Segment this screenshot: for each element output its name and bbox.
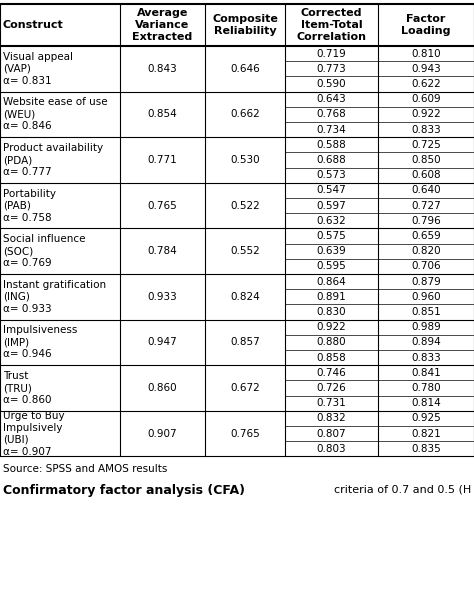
Text: Product availability
(PDA)
α= 0.777: Product availability (PDA) α= 0.777 xyxy=(3,143,103,177)
Text: 0.771: 0.771 xyxy=(147,155,177,165)
Text: 0.662: 0.662 xyxy=(230,109,260,119)
Text: 0.734: 0.734 xyxy=(317,125,346,135)
Text: 0.833: 0.833 xyxy=(411,353,441,363)
Text: Portability
(PAB)
α= 0.758: Portability (PAB) α= 0.758 xyxy=(3,189,56,223)
Text: Composite
Reliability: Composite Reliability xyxy=(212,14,278,36)
Text: 0.573: 0.573 xyxy=(317,170,346,180)
Text: criteria of 0.7 and 0.5 (H: criteria of 0.7 and 0.5 (H xyxy=(334,485,471,495)
Text: 0.894: 0.894 xyxy=(411,337,441,348)
Text: 0.595: 0.595 xyxy=(317,261,346,271)
Text: Corrected
Item-Total
Correlation: Corrected Item-Total Correlation xyxy=(297,8,366,43)
Text: Average
Variance
Extracted: Average Variance Extracted xyxy=(132,8,192,43)
Text: 0.639: 0.639 xyxy=(317,246,346,256)
Text: 0.773: 0.773 xyxy=(317,64,346,74)
Text: 0.530: 0.530 xyxy=(230,155,260,165)
Text: 0.850: 0.850 xyxy=(411,155,441,165)
Text: 0.726: 0.726 xyxy=(317,383,346,393)
Text: 0.552: 0.552 xyxy=(230,246,260,256)
Text: 0.609: 0.609 xyxy=(411,94,441,104)
Text: Confirmatory factor analysis (CFA): Confirmatory factor analysis (CFA) xyxy=(3,485,245,498)
Text: 0.588: 0.588 xyxy=(317,140,346,150)
Text: 0.891: 0.891 xyxy=(317,292,346,302)
Text: 0.622: 0.622 xyxy=(411,79,441,89)
Text: 0.820: 0.820 xyxy=(411,246,441,256)
Text: 0.843: 0.843 xyxy=(147,64,177,74)
Text: 0.824: 0.824 xyxy=(230,292,260,302)
Text: 0.821: 0.821 xyxy=(411,428,441,439)
Text: 0.784: 0.784 xyxy=(147,246,177,256)
Text: 0.706: 0.706 xyxy=(411,261,441,271)
Text: 0.814: 0.814 xyxy=(411,398,441,408)
Text: 0.807: 0.807 xyxy=(317,428,346,439)
Text: 0.643: 0.643 xyxy=(317,94,346,104)
Text: 0.803: 0.803 xyxy=(317,444,346,454)
Text: 0.765: 0.765 xyxy=(230,428,260,439)
Text: 0.907: 0.907 xyxy=(148,428,177,439)
Text: 0.632: 0.632 xyxy=(317,216,346,226)
Text: Construct: Construct xyxy=(3,20,64,30)
Text: 0.947: 0.947 xyxy=(147,337,177,348)
Text: 0.864: 0.864 xyxy=(317,277,346,287)
Text: Instant gratification
(ING)
α= 0.933: Instant gratification (ING) α= 0.933 xyxy=(3,280,106,314)
Text: 0.841: 0.841 xyxy=(411,368,441,378)
Text: 0.833: 0.833 xyxy=(411,125,441,135)
Text: 0.925: 0.925 xyxy=(411,413,441,423)
Text: 0.640: 0.640 xyxy=(411,186,441,196)
Text: 0.672: 0.672 xyxy=(230,383,260,393)
Text: Impulsiveness
(IMP)
α= 0.946: Impulsiveness (IMP) α= 0.946 xyxy=(3,326,77,359)
Text: 0.858: 0.858 xyxy=(317,353,346,363)
Text: 0.547: 0.547 xyxy=(317,186,346,196)
Text: 0.725: 0.725 xyxy=(411,140,441,150)
Text: Urge to Buy
Impulsively
(UBI)
α= 0.907: Urge to Buy Impulsively (UBI) α= 0.907 xyxy=(3,411,64,457)
Text: 0.832: 0.832 xyxy=(317,413,346,423)
Text: 0.768: 0.768 xyxy=(317,109,346,119)
Text: 0.879: 0.879 xyxy=(411,277,441,287)
Text: Visual appeal
(VAP)
α= 0.831: Visual appeal (VAP) α= 0.831 xyxy=(3,52,73,86)
Text: 0.597: 0.597 xyxy=(317,200,346,210)
Text: 0.854: 0.854 xyxy=(147,109,177,119)
Text: 0.727: 0.727 xyxy=(411,200,441,210)
Text: 0.989: 0.989 xyxy=(411,322,441,332)
Text: 0.780: 0.780 xyxy=(411,383,441,393)
Text: 0.851: 0.851 xyxy=(411,307,441,317)
Text: 0.860: 0.860 xyxy=(148,383,177,393)
Text: Website ease of use
(WEU)
α= 0.846: Website ease of use (WEU) α= 0.846 xyxy=(3,98,108,131)
Text: 0.943: 0.943 xyxy=(411,64,441,74)
Text: 0.830: 0.830 xyxy=(317,307,346,317)
Text: 0.960: 0.960 xyxy=(411,292,441,302)
Text: Source: SPSS and AMOS results: Source: SPSS and AMOS results xyxy=(3,465,167,475)
Text: 0.659: 0.659 xyxy=(411,231,441,241)
Text: 0.575: 0.575 xyxy=(317,231,346,241)
Text: 0.590: 0.590 xyxy=(317,79,346,89)
Text: 0.608: 0.608 xyxy=(411,170,441,180)
Text: 0.835: 0.835 xyxy=(411,444,441,454)
Text: 0.719: 0.719 xyxy=(317,48,346,59)
Text: 0.731: 0.731 xyxy=(317,398,346,408)
Text: 0.646: 0.646 xyxy=(230,64,260,74)
Text: 0.810: 0.810 xyxy=(411,48,441,59)
Text: 0.746: 0.746 xyxy=(317,368,346,378)
Text: 0.688: 0.688 xyxy=(317,155,346,165)
Text: 0.922: 0.922 xyxy=(317,322,346,332)
Text: Social influence
(SOC)
α= 0.769: Social influence (SOC) α= 0.769 xyxy=(3,234,85,268)
Text: 0.933: 0.933 xyxy=(147,292,177,302)
Text: 0.765: 0.765 xyxy=(147,200,177,210)
Text: Factor
Loading: Factor Loading xyxy=(401,14,451,36)
Text: 0.880: 0.880 xyxy=(317,337,346,348)
Text: Trust
(TRU)
α= 0.860: Trust (TRU) α= 0.860 xyxy=(3,371,52,405)
Text: 0.857: 0.857 xyxy=(230,337,260,348)
Text: 0.922: 0.922 xyxy=(411,109,441,119)
Text: 0.522: 0.522 xyxy=(230,200,260,210)
Text: 0.796: 0.796 xyxy=(411,216,441,226)
